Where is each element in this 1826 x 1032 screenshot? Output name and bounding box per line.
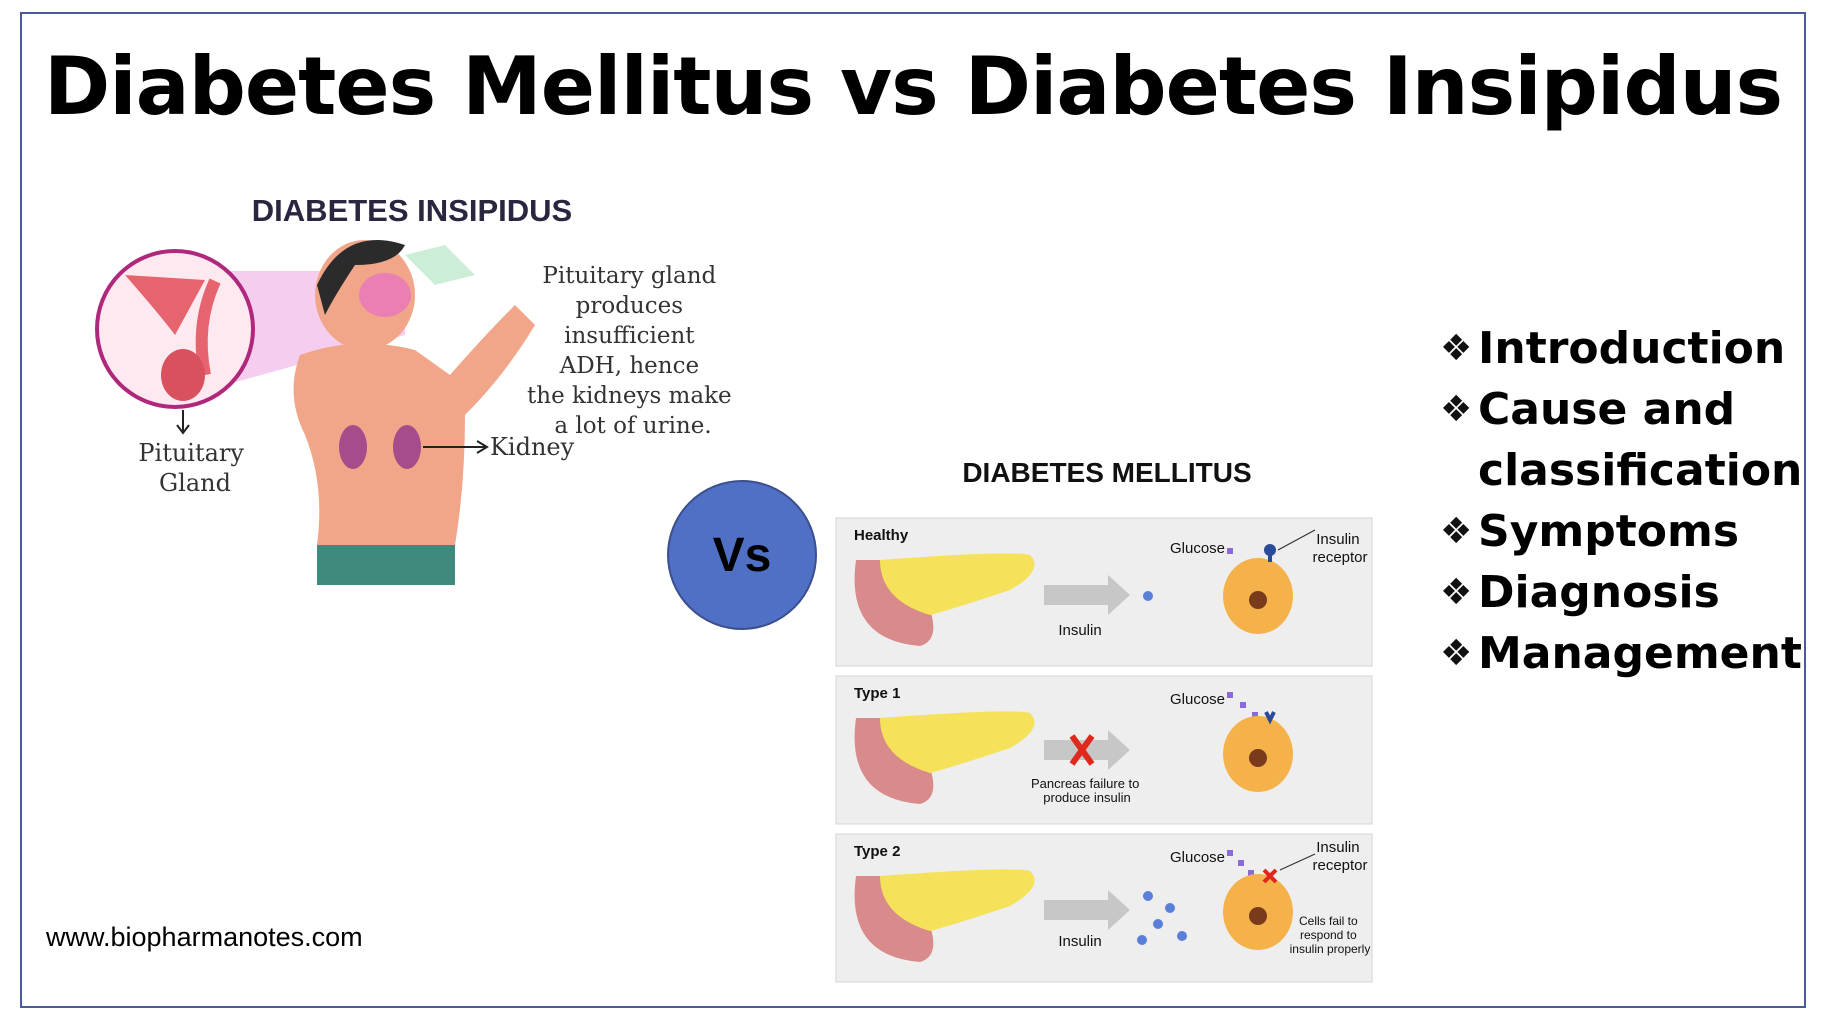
insipidus-text-line: a lot of urine.	[554, 413, 711, 439]
gland-label-line: Gland	[159, 469, 231, 497]
receptor-label-line: Insulin	[1316, 531, 1359, 548]
topic-label: Introduction	[1478, 323, 1786, 374]
topic-label: Symptoms	[1478, 506, 1740, 557]
topic-label: Diagnosis	[1478, 567, 1720, 618]
website-url: www.biopharmanotes.com	[46, 922, 363, 952]
type2-panel: Type 2 Insulin Glucose Insulin receptor …	[835, 833, 1373, 983]
topics-list: ❖ Introduction ❖ Cause and classificatio…	[1440, 318, 1802, 684]
svg-text:Pancreas failure to prod: Pancreas failure to produce insulin	[1031, 776, 1143, 805]
topic-item-management: ❖ Management	[1440, 623, 1802, 684]
glucose-label: Glucose	[1170, 540, 1225, 557]
red-x-icon	[1069, 734, 1095, 766]
pituitary-zoom-circle	[95, 249, 255, 435]
cells-note-line: respond to	[1300, 928, 1357, 942]
healthy-panel: Healthy Insulin Glucose Insulin receptor	[835, 517, 1373, 667]
mellitus-heading: DIABETES MELLITUS	[962, 457, 1251, 488]
receptor-label-line: receptor	[1312, 857, 1367, 874]
panel-type-label: Type 2	[854, 843, 900, 860]
svg-text:Cells fail to respond to: Cells fail to respond to insulin properl…	[1290, 914, 1371, 956]
insipidus-text-line: produces	[576, 293, 683, 319]
insipidus-text-line: insufficient	[564, 323, 695, 349]
kidney-label: Kidney	[490, 433, 575, 461]
receptor-label-line: receptor	[1312, 549, 1367, 566]
failure-label-line: produce insulin	[1043, 790, 1130, 805]
svg-text:Insulin receptor: Insulin receptor	[1312, 531, 1367, 566]
insipidus-text-line: ADH, hence	[559, 353, 699, 379]
glucose-label: Glucose	[1170, 691, 1225, 708]
gland-label-line: Pituitary	[138, 439, 244, 467]
svg-text:Pituitary Gland: Pituitary Gland	[138, 439, 251, 497]
mellitus-illustration: DIABETES MELLITUS Healthy Insulin Glucos…	[835, 457, 1373, 983]
topic-label-line: classification	[1478, 445, 1803, 496]
diamond-bullet-icon: ❖	[1440, 572, 1473, 613]
vs-circle: Vs	[667, 480, 817, 630]
cells-note-line: insulin properly	[1290, 942, 1371, 956]
insulin-label: Insulin	[1058, 622, 1101, 639]
diamond-bullet-icon: ❖	[1440, 511, 1473, 552]
insipidus-illustration: DIABETES INSIPIDUS Pituitary Gland Kidne…	[95, 193, 735, 585]
cells-note-line: Cells fail to	[1299, 914, 1358, 928]
svg-text:Insulin receptor: Insulin receptor	[1312, 839, 1367, 874]
insipidus-text-line: the kidneys make	[527, 383, 732, 409]
insulin-label: Insulin	[1058, 933, 1101, 950]
panel-type-label: Type 1	[854, 685, 900, 702]
topic-item-introduction: ❖ Introduction	[1440, 318, 1800, 379]
diamond-bullet-icon: ❖	[1440, 389, 1473, 430]
type1-panel: Type 1 Pancreas failure to produce insul…	[835, 675, 1373, 825]
topic-item-diagnosis: ❖ Diagnosis	[1440, 562, 1800, 623]
vs-label: Vs	[712, 528, 772, 582]
diamond-bullet-icon: ❖	[1440, 328, 1473, 369]
topic-label: Cause and classification	[1478, 379, 1802, 501]
topic-item-cause-classification: ❖ Cause and classification	[1440, 379, 1802, 501]
svg-text:Pituitary gland produces: Pituitary gland produces insufficient AD…	[527, 263, 735, 439]
receptor-label-line: Insulin	[1316, 839, 1359, 856]
insipidus-heading: DIABETES INSIPIDUS	[252, 193, 572, 228]
topic-label: Management	[1478, 628, 1802, 679]
topic-label-line: Cause and	[1478, 384, 1736, 435]
diamond-bullet-icon: ❖	[1440, 633, 1473, 674]
insipidus-text-line: Pituitary gland	[542, 263, 716, 289]
panel-type-label: Healthy	[854, 527, 909, 544]
page-title: Diabetes Mellitus vs Diabetes Insipidus	[43, 40, 1783, 133]
drinking-person-figure	[293, 240, 535, 585]
glucose-label: Glucose	[1170, 849, 1225, 866]
failure-label-line: Pancreas failure to	[1031, 776, 1139, 791]
topic-item-symptoms: ❖ Symptoms	[1440, 501, 1800, 562]
